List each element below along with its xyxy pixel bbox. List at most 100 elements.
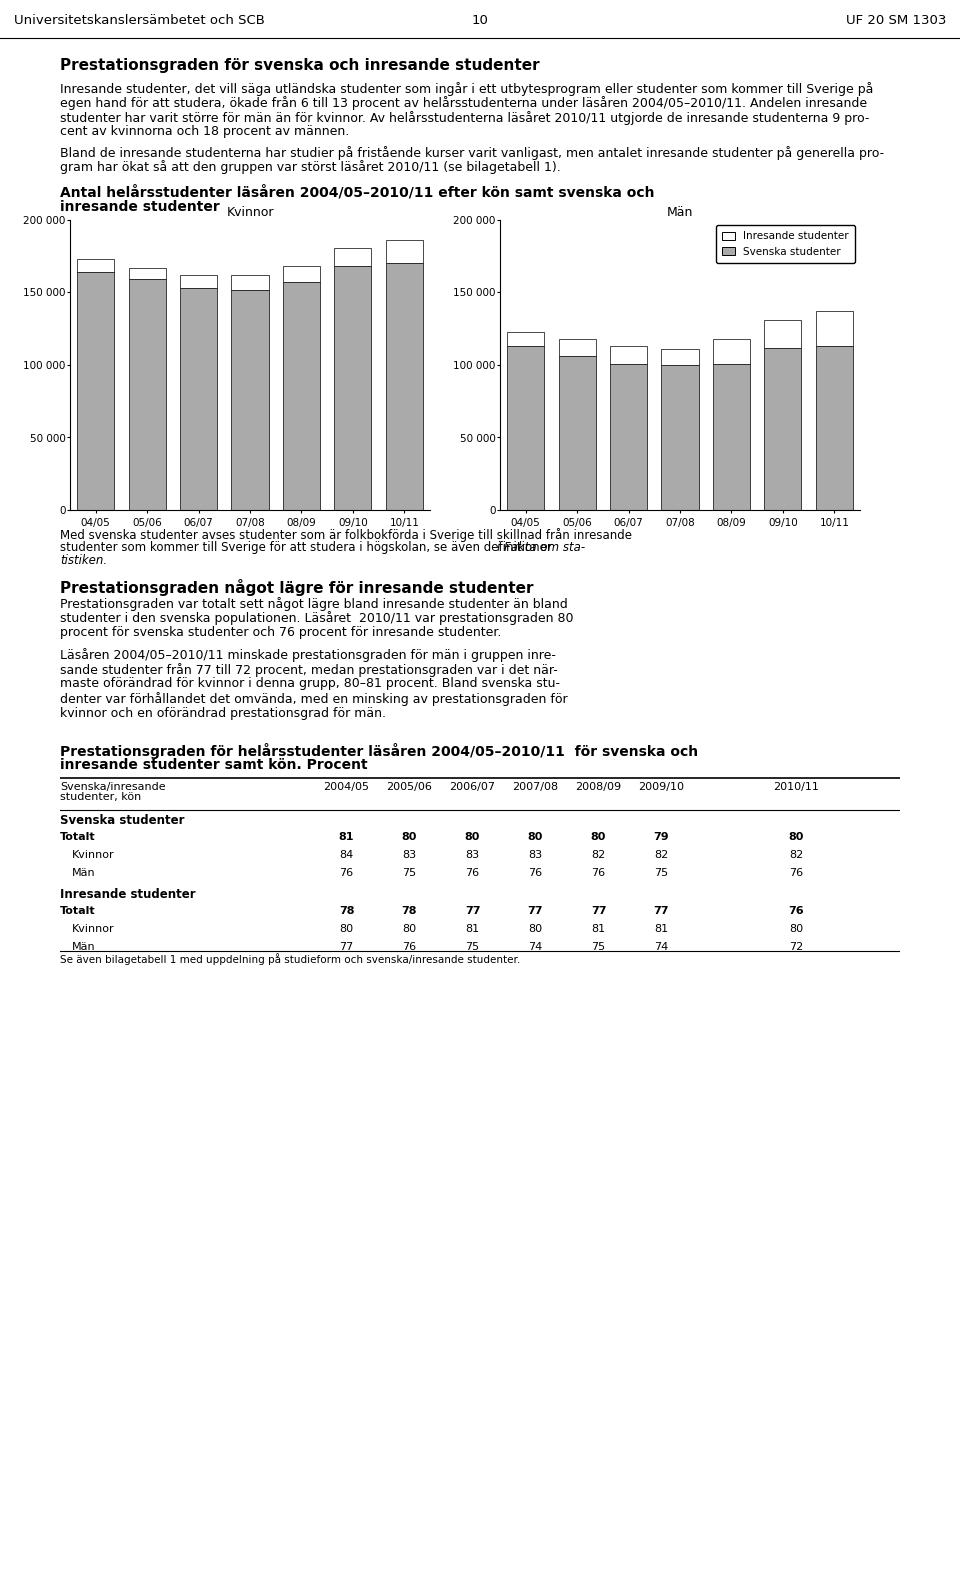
Text: Prestationsgraden var totalt sett något lägre bland inresande studenter än bland: Prestationsgraden var totalt sett något … — [60, 598, 567, 610]
Text: 81: 81 — [591, 925, 606, 934]
Text: 83: 83 — [528, 851, 542, 860]
Text: cent av kvinnorna och 18 procent av männen.: cent av kvinnorna och 18 procent av männ… — [60, 126, 349, 138]
Title: Män: Män — [667, 206, 693, 219]
Text: 2009/10: 2009/10 — [638, 782, 684, 791]
Text: 82: 82 — [789, 851, 804, 860]
Bar — [713, 363, 750, 510]
Text: Kvinnor: Kvinnor — [72, 851, 114, 860]
Text: egen hand för att studera, ökade från 6 till 13 procent av helårsstudenterna und: egen hand för att studera, ökade från 6 … — [60, 96, 867, 110]
Text: inresande studenter samt kön. Procent: inresande studenter samt kön. Procent — [60, 758, 368, 772]
Bar — [764, 348, 802, 510]
Text: Svenska/inresande: Svenska/inresande — [60, 782, 166, 791]
Text: Antal helårsstudenter läsåren 2004/05–2010/11 efter kön samt svenska och: Antal helårsstudenter läsåren 2004/05–20… — [60, 186, 655, 200]
Text: kvinnor och en oförändrad prestationsgrad för män.: kvinnor och en oförändrad prestationsgra… — [60, 706, 386, 719]
Text: procent för svenska studenter och 76 procent för inresande studenter.: procent för svenska studenter och 76 pro… — [60, 626, 501, 639]
Text: 10: 10 — [471, 14, 489, 27]
Text: Män: Män — [72, 868, 96, 878]
Text: Inresande studenter, det vill säga utländska studenter som ingår i ett utbytespr: Inresande studenter, det vill säga utlän… — [60, 82, 874, 96]
Bar — [559, 338, 595, 357]
Text: 80: 80 — [402, 832, 418, 843]
Text: 80: 80 — [402, 925, 417, 934]
Text: 80: 80 — [590, 832, 606, 843]
Text: 81: 81 — [339, 832, 354, 843]
Text: 77: 77 — [654, 906, 669, 917]
Text: 2005/06: 2005/06 — [387, 782, 432, 791]
Bar — [77, 260, 114, 272]
Text: Se även bilagetabell 1 med uppdelning på studieform och svenska/inresande studen: Se även bilagetabell 1 med uppdelning på… — [60, 953, 520, 966]
Text: 2008/09: 2008/09 — [575, 782, 621, 791]
Bar — [334, 247, 372, 266]
Text: Läsåren 2004/05–2010/11 minskade prestationsgraden för män i gruppen inre-: Läsåren 2004/05–2010/11 minskade prestat… — [60, 648, 556, 662]
Text: 2010/11: 2010/11 — [774, 782, 820, 791]
Bar — [816, 346, 852, 510]
Text: Totalt: Totalt — [60, 832, 96, 843]
Bar — [610, 346, 647, 363]
Text: 80: 80 — [528, 832, 543, 843]
Text: 76: 76 — [466, 868, 480, 878]
Text: Svenska studenter: Svenska studenter — [60, 815, 184, 827]
Bar — [816, 311, 852, 346]
Bar — [180, 275, 217, 288]
Bar — [610, 363, 647, 510]
Title: Kvinnor: Kvinnor — [227, 206, 274, 219]
Text: 76: 76 — [402, 942, 417, 952]
Text: inresande studenter: inresande studenter — [60, 200, 220, 214]
Bar — [283, 282, 320, 510]
Text: Totalt: Totalt — [60, 906, 96, 917]
Text: 78: 78 — [339, 906, 354, 917]
Bar — [386, 241, 422, 264]
Bar — [231, 289, 269, 510]
Text: i Fakta om sta-: i Fakta om sta- — [497, 541, 585, 554]
Text: 82: 82 — [655, 851, 668, 860]
Text: 77: 77 — [528, 906, 543, 917]
Text: 2007/08: 2007/08 — [513, 782, 559, 791]
Text: Män: Män — [72, 942, 96, 952]
Text: 81: 81 — [466, 925, 480, 934]
Text: 80: 80 — [789, 925, 804, 934]
Bar — [661, 365, 699, 510]
Text: 79: 79 — [654, 832, 669, 843]
Text: 74: 74 — [655, 942, 668, 952]
Text: 84: 84 — [340, 851, 353, 860]
Text: gram har ökat så att den gruppen var störst läsåret 2010/11 (se bilagetabell 1).: gram har ökat så att den gruppen var stö… — [60, 160, 561, 175]
Text: Med svenska studenter avses studenter som är folkbokförda i Sverige till skillna: Med svenska studenter avses studenter so… — [60, 529, 632, 543]
Text: UF 20 SM 1303: UF 20 SM 1303 — [846, 14, 946, 27]
Text: 77: 77 — [340, 942, 353, 952]
Text: 2006/07: 2006/07 — [449, 782, 495, 791]
Text: studenter, kön: studenter, kön — [60, 791, 141, 802]
Text: 81: 81 — [655, 925, 668, 934]
Text: maste oförändrad för kvinnor i denna grupp, 80–81 procent. Bland svenska stu-: maste oförändrad för kvinnor i denna gru… — [60, 678, 560, 691]
Text: 74: 74 — [528, 942, 542, 952]
Bar — [713, 338, 750, 363]
Bar — [507, 346, 544, 510]
Text: 75: 75 — [466, 942, 480, 952]
Text: 75: 75 — [655, 868, 668, 878]
Bar — [386, 264, 422, 510]
Text: Prestationsgraden för svenska och inresande studenter: Prestationsgraden för svenska och inresa… — [60, 58, 540, 72]
Text: 75: 75 — [591, 942, 606, 952]
Text: Prestationsgraden för helårsstudenter läsåren 2004/05–2010/11  för svenska och: Prestationsgraden för helårsstudenter lä… — [60, 742, 698, 760]
Text: Inresande studenter: Inresande studenter — [60, 889, 196, 901]
Text: studenter i den svenska populationen. Läsåret  2010/11 var prestationsgraden 80: studenter i den svenska populationen. Lä… — [60, 612, 573, 626]
Bar — [661, 349, 699, 365]
Text: 83: 83 — [402, 851, 417, 860]
Text: 82: 82 — [591, 851, 606, 860]
Text: 76: 76 — [528, 868, 542, 878]
Bar — [129, 280, 166, 510]
Bar — [231, 275, 269, 289]
Bar — [283, 266, 320, 282]
Bar — [180, 288, 217, 510]
Text: 83: 83 — [466, 851, 480, 860]
Text: Bland de inresande studenterna har studier på fristående kurser varit vanligast,: Bland de inresande studenterna har studi… — [60, 146, 884, 160]
Text: 77: 77 — [590, 906, 607, 917]
Text: 72: 72 — [789, 942, 804, 952]
Text: studenter som kommer till Sverige för att studera i högskolan, se även definitio: studenter som kommer till Sverige för at… — [60, 541, 556, 554]
Text: 80: 80 — [528, 925, 542, 934]
Text: Universitetskanslersämbetet och SCB: Universitetskanslersämbetet och SCB — [14, 14, 265, 27]
Bar — [77, 272, 114, 510]
Text: 77: 77 — [465, 906, 480, 917]
Text: 80: 80 — [340, 925, 353, 934]
Bar — [507, 332, 544, 346]
Text: 76: 76 — [591, 868, 606, 878]
Text: studenter har varit större för män än för kvinnor. Av helårsstudenterna läsåret : studenter har varit större för män än fö… — [60, 112, 870, 124]
